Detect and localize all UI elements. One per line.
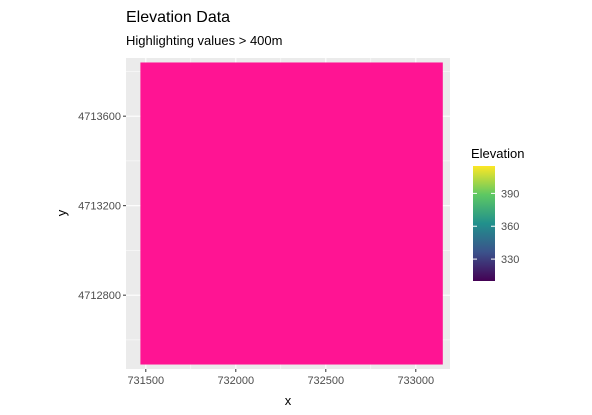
legend-tick-label: 330 [501,254,519,266]
y-axis-ticks: 4712800 4713200 4713600 [78,111,126,302]
legend-colorbar [473,166,495,281]
x-tick-label: 733000 [397,375,434,387]
legend-tick-label: 360 [501,221,519,233]
elevation-raster [140,62,443,365]
x-tick-label: 732000 [217,375,254,387]
x-axis-title: x [285,393,292,408]
y-tick-label: 4713600 [78,111,121,123]
x-tick-label: 732500 [307,375,344,387]
legend-title: Elevation [471,146,524,161]
y-tick-label: 4712800 [78,290,121,302]
y-axis-title: y [54,209,69,216]
chart-title: Elevation Data [126,9,230,26]
x-tick-label: 731500 [127,375,164,387]
legend-tick-label: 390 [501,188,519,200]
x-axis-ticks: 731500 732000 732500 733000 [127,369,434,387]
chart-subtitle: Highlighting values > 400m [126,33,282,48]
y-tick-label: 4713200 [78,201,121,213]
legend-ticks: 330 360 390 [473,188,519,266]
